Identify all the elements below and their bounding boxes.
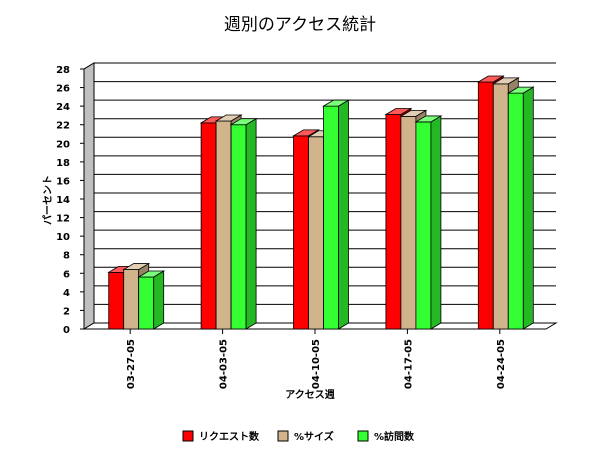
y-tick-label: 24: [56, 102, 70, 113]
y-tick-label: 18: [56, 158, 70, 169]
y-tick-label: 28: [56, 65, 70, 76]
x-axis-label: アクセス週: [285, 389, 335, 401]
left-wall: [83, 62, 95, 330]
bars: [107, 75, 535, 330]
bar-top: [229, 118, 258, 126]
bar-top: [491, 77, 520, 85]
bar: [506, 86, 535, 330]
y-tick-label: 8: [63, 251, 70, 262]
legend-label: リクエスト数: [199, 430, 260, 443]
y-tick-label: 20: [56, 139, 70, 150]
bar-front: [492, 83, 509, 330]
bar-side: [245, 118, 257, 330]
y-tick-label: 12: [56, 214, 70, 225]
y-tick-label: 26: [56, 84, 70, 95]
bar-front: [308, 136, 324, 330]
y-tick-label: 6: [63, 269, 70, 280]
x-tick-label: 04-24-05: [496, 339, 507, 389]
bar-front: [400, 115, 417, 330]
y-tick-label: 10: [56, 232, 70, 243]
bar-side: [430, 115, 442, 330]
legend-item: %サイズ: [277, 430, 334, 443]
x-tick-label: 04-03-05: [219, 339, 230, 389]
bar: [229, 118, 258, 330]
legend-label: %訪問数: [374, 430, 415, 443]
bar-side: [153, 270, 165, 330]
bar-top: [322, 99, 350, 107]
bar-side: [338, 99, 349, 330]
bar: [137, 270, 166, 330]
legend-item: %訪問数: [357, 430, 415, 443]
bar-front: [293, 135, 309, 330]
bar-front: [507, 92, 524, 330]
bar-front: [200, 122, 217, 330]
bar-top: [292, 129, 320, 137]
legend-swatch: [357, 430, 369, 442]
bar: [414, 115, 443, 330]
bar-front: [123, 269, 140, 330]
bar-top: [476, 75, 505, 83]
x-tick-labels: 03-27-05 04-03-05 04-10-05 04-17-05 04-24-05: [126, 339, 507, 389]
y-tick-label: 0: [63, 325, 70, 336]
bar-front: [108, 271, 125, 330]
y-axis-label: パーセント: [42, 175, 54, 225]
bar-front: [230, 124, 247, 330]
bar-top: [384, 108, 413, 115]
bar-front: [385, 114, 402, 330]
chart-title: 週別のアクセス統計: [224, 15, 376, 35]
bar-top: [399, 109, 428, 117]
y-tick-label: 16: [56, 176, 70, 187]
x-tick-label: 04-17-05: [403, 339, 414, 389]
bar-front: [477, 81, 494, 330]
y-tick-label: 4: [63, 288, 70, 299]
bar-top: [214, 114, 243, 122]
bar-top: [137, 270, 166, 278]
x-tick-label: 03-27-05: [126, 339, 137, 389]
y-tick-label: 2: [63, 306, 70, 317]
legend: リクエスト数 %サイズ %訪問数: [182, 430, 415, 443]
legend-label: %サイズ: [294, 430, 334, 443]
bar-top: [506, 86, 535, 94]
y-tick-label: 22: [56, 121, 70, 132]
y-tick-label: 14: [56, 195, 70, 206]
bar: [322, 99, 350, 330]
bar-top: [122, 263, 151, 270]
legend-swatch: [182, 430, 194, 442]
legend-item: リクエスト数: [182, 430, 260, 443]
bar-top: [414, 115, 443, 123]
bar-side: [522, 86, 534, 330]
bar-front: [415, 121, 432, 330]
x-tick-label: 04-10-05: [311, 339, 322, 389]
legend-swatch: [277, 430, 289, 442]
bar-front: [138, 276, 155, 330]
bar-front: [215, 120, 232, 330]
bar-front: [323, 105, 339, 330]
